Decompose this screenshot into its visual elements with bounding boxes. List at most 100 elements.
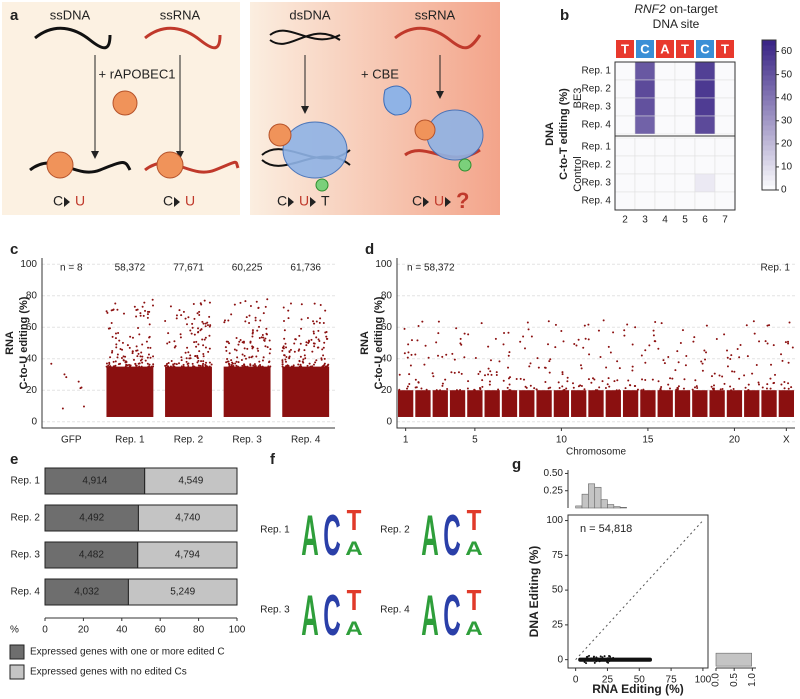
point-cloud xyxy=(188,357,191,360)
point-cloud xyxy=(587,323,590,326)
point-cloud xyxy=(197,364,200,367)
point-cloud xyxy=(616,360,619,363)
point-cloud xyxy=(135,315,138,318)
point-cloud xyxy=(527,328,530,331)
colorbar-step xyxy=(762,70,776,76)
point-cloud xyxy=(268,339,271,342)
point-cloud xyxy=(233,348,236,351)
point-cloud xyxy=(627,379,630,382)
heat-cell xyxy=(634,79,656,99)
point-cloud xyxy=(467,333,470,336)
point-cloud xyxy=(241,353,244,356)
point-cloud xyxy=(667,383,670,386)
point-cloud xyxy=(195,345,198,348)
point-cloud xyxy=(147,365,150,368)
point-cloud xyxy=(197,359,200,362)
value-label: 4,794 xyxy=(175,550,200,561)
point-cloud xyxy=(124,365,127,368)
point-cloud xyxy=(446,387,449,390)
point-cloud xyxy=(746,355,749,358)
base-label: U xyxy=(185,193,195,209)
point-cloud xyxy=(323,341,326,344)
point-cloud xyxy=(710,375,713,378)
colorbar-tick-label: 20 xyxy=(781,138,793,149)
point-cloud xyxy=(320,358,323,361)
point-cloud xyxy=(631,365,634,368)
point-cloud xyxy=(243,363,246,366)
point-cloud xyxy=(663,362,666,365)
point-cloud xyxy=(583,388,586,391)
point-cloud xyxy=(138,333,141,336)
point-cloud xyxy=(751,372,754,375)
point-cloud xyxy=(437,320,440,323)
point-cloud xyxy=(298,365,301,368)
row-label: Rep. 3 xyxy=(582,102,612,113)
colorbar-tick-label: 50 xyxy=(781,69,793,80)
row-label: Rep. 1 xyxy=(582,142,612,153)
point-cloud xyxy=(613,380,616,383)
point-cloud xyxy=(169,365,172,368)
histogram-bar xyxy=(619,507,627,509)
point-cloud xyxy=(738,356,741,359)
point-cloud xyxy=(178,309,181,312)
point-cloud xyxy=(515,377,518,380)
point-cloud xyxy=(300,303,303,306)
point-cloud xyxy=(315,359,318,362)
point-cloud xyxy=(251,332,254,335)
point-cloud xyxy=(325,335,328,338)
point-cloud xyxy=(629,384,632,387)
heat-cell xyxy=(614,79,636,99)
point-cloud xyxy=(175,314,178,317)
point-cloud xyxy=(136,355,139,358)
point-cloud xyxy=(246,347,249,350)
point-cloud xyxy=(290,365,293,368)
point-cloud xyxy=(122,312,125,315)
point-cloud xyxy=(187,316,190,319)
point-cloud xyxy=(640,354,643,357)
point-cloud xyxy=(148,323,151,326)
point-cloud xyxy=(766,342,769,345)
point-cloud xyxy=(558,387,561,390)
point-cloud xyxy=(591,377,594,380)
point-cloud xyxy=(787,361,790,364)
x-tick-label: 40 xyxy=(116,625,128,636)
point-cloud xyxy=(323,362,326,365)
point-cloud xyxy=(790,386,793,389)
point-cloud xyxy=(642,388,645,391)
logo-letter: C xyxy=(443,504,460,568)
point-cloud xyxy=(523,378,526,381)
heat-cell xyxy=(654,155,676,175)
point-cloud xyxy=(206,321,209,324)
point-cloud xyxy=(238,340,241,343)
point-cloud xyxy=(202,360,205,363)
count-label: 58,372 xyxy=(115,263,146,274)
logo-label: Rep. 1 xyxy=(260,525,290,536)
point-cloud xyxy=(259,319,262,322)
point-cloud xyxy=(198,350,201,353)
heat-cell xyxy=(614,97,636,117)
point-cloud xyxy=(152,355,155,358)
point-cloud xyxy=(204,346,207,349)
point-cloud xyxy=(116,308,119,311)
point-cloud xyxy=(549,358,552,361)
heat-cell xyxy=(714,97,736,117)
x-axis-title: RNA Editing (%) xyxy=(592,682,684,696)
row-label: Rep. 3 xyxy=(11,550,41,561)
point-cloud xyxy=(231,361,234,364)
point-cloud xyxy=(607,345,610,348)
heat-cell xyxy=(674,191,696,211)
point-cloud xyxy=(306,316,309,319)
point-cloud xyxy=(109,356,112,359)
point-cloud xyxy=(230,359,233,362)
point-cloud xyxy=(138,365,141,368)
point-cloud xyxy=(191,322,194,325)
point-cloud xyxy=(248,322,251,325)
point-cloud xyxy=(201,365,204,368)
point-cloud xyxy=(169,305,172,308)
point-cloud xyxy=(115,343,118,346)
heat-cell xyxy=(674,137,696,157)
point-cloud xyxy=(455,389,458,392)
count-label: 77,671 xyxy=(173,263,204,274)
point-cloud xyxy=(595,660,598,663)
point-cloud xyxy=(173,365,176,368)
